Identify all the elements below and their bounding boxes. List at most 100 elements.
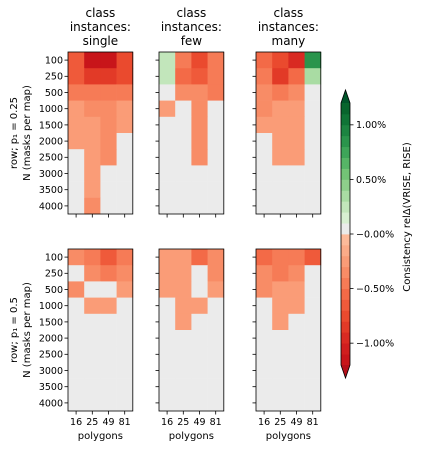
column-title-line: instances: — [258, 20, 319, 34]
heatmap-cell — [191, 330, 208, 347]
panel-frame — [158, 51, 225, 215]
heatmap-cell — [84, 297, 101, 315]
heatmap-cell — [256, 116, 273, 134]
heatmap-cell — [159, 133, 176, 150]
heatmap-cell — [100, 68, 117, 85]
heatmap-cell — [100, 84, 117, 101]
heatmap-cell — [304, 362, 322, 379]
colorbar-segment — [341, 212, 350, 224]
y-tick-label: 2500 — [39, 153, 63, 164]
heatmap-cell — [191, 149, 208, 166]
colorbar-tick-label: 1.00% — [356, 120, 386, 131]
heatmap-cell — [272, 165, 289, 182]
heatmap-cell — [207, 297, 225, 315]
heatmap-cell — [175, 116, 192, 134]
heatmap-cell — [256, 281, 273, 298]
heatmap-cell — [288, 313, 305, 331]
heatmap-cell — [84, 346, 101, 363]
heatmap-cell — [191, 249, 208, 266]
heatmap-cell — [304, 313, 322, 331]
heatmap-cell — [256, 378, 273, 396]
heatmap-cell — [68, 346, 85, 363]
heatmap-cell — [116, 281, 134, 298]
heatmap-cell — [116, 313, 134, 331]
panel-frame — [67, 51, 134, 215]
y-tick-label: 500 — [45, 88, 63, 99]
heatmap-cell — [272, 197, 289, 215]
heatmap-cell — [84, 281, 101, 298]
heatmap-cell — [304, 297, 322, 315]
heatmap-cell — [304, 346, 322, 363]
heatmap-cell — [116, 116, 134, 134]
heatmap-cell — [272, 149, 289, 166]
heatmap-cell — [159, 52, 176, 69]
heatmap-cell — [116, 394, 134, 412]
y-tick-label: 2500 — [39, 350, 63, 361]
x-axis-label: polygons — [78, 431, 123, 442]
heatmap-cell — [100, 362, 117, 379]
heatmap-cell — [256, 197, 273, 215]
colorbar-segment — [341, 113, 350, 126]
colorbar-segment — [341, 288, 350, 300]
y-axis-label-row: row; p₁ = 0.5 — [9, 297, 20, 363]
heatmap-cell — [159, 297, 176, 315]
heatmap-cell — [207, 330, 225, 347]
heatmap-cell — [191, 313, 208, 331]
heatmap-cell — [100, 281, 117, 298]
heatmap-cell — [175, 68, 192, 85]
heatmap-cell — [256, 346, 273, 363]
heatmap-cell — [304, 181, 322, 199]
x-tick-label: 16 — [258, 417, 270, 428]
heatmap-cell — [191, 265, 208, 282]
heatmap-cell — [84, 68, 101, 85]
colorbar-tick-label: 0.50% — [356, 175, 386, 186]
y-tick-label: 3000 — [39, 169, 63, 180]
heatmap-cell — [191, 165, 208, 182]
row-axis-labels: row; p₁ = 0.25 N (masks per map)row; p₁ =… — [9, 85, 33, 378]
heatmap-cell — [100, 100, 117, 118]
colorbar-segment — [341, 146, 350, 158]
heatmap-cell — [191, 181, 208, 199]
panel-frame — [67, 248, 134, 412]
colorbar-tick-label: −0.50% — [356, 284, 394, 295]
colorbar-segment — [341, 124, 350, 137]
y-tick-label: 3000 — [39, 366, 63, 377]
x-tick-label: 25 — [274, 417, 286, 428]
heatmap-cell — [272, 116, 289, 134]
heatmap-cell — [159, 362, 176, 379]
heatmap-cell — [207, 378, 225, 396]
x-axis-labels: polygons polygons polygons — [78, 431, 311, 442]
heatmap-cell — [84, 394, 101, 412]
heatmap-cell — [207, 68, 225, 85]
heatmap-cell — [175, 281, 192, 298]
column-title-line: class — [274, 6, 304, 20]
heatmap-cell — [100, 378, 117, 396]
y-tick-label: 3500 — [39, 382, 63, 393]
heatmap-cell — [256, 68, 273, 85]
heatmap-cell — [207, 346, 225, 363]
y-axis-label-row: row; p₁ = 0.25 — [9, 97, 20, 169]
heatmap-cell — [100, 297, 117, 315]
heatmap-cell — [159, 249, 176, 266]
heatmap-cell — [116, 133, 134, 150]
heatmap-cell — [175, 133, 192, 150]
y-tick-label: 100 — [45, 56, 63, 67]
heatmap-cell — [116, 181, 134, 199]
x-tick-label: 49 — [193, 417, 205, 428]
heatmap-cell — [304, 197, 322, 215]
y-tick-label: 100 — [45, 253, 63, 264]
heatmap-cell — [159, 346, 176, 363]
heatmap-cell — [84, 165, 101, 182]
heatmap-cell — [207, 165, 225, 182]
colorbar-segment — [341, 277, 350, 289]
colorbar-segment — [341, 103, 350, 115]
heatmap-cell — [116, 52, 134, 69]
heatmap-cell — [191, 281, 208, 298]
x-tick-label: 16 — [70, 417, 82, 428]
heatmap-cell — [175, 297, 192, 315]
y-tick-label: 1500 — [39, 317, 63, 328]
heatmap-cell — [84, 265, 101, 282]
colorbar-tick-label: −1.00% — [356, 339, 394, 350]
heatmap-cell — [272, 265, 289, 282]
